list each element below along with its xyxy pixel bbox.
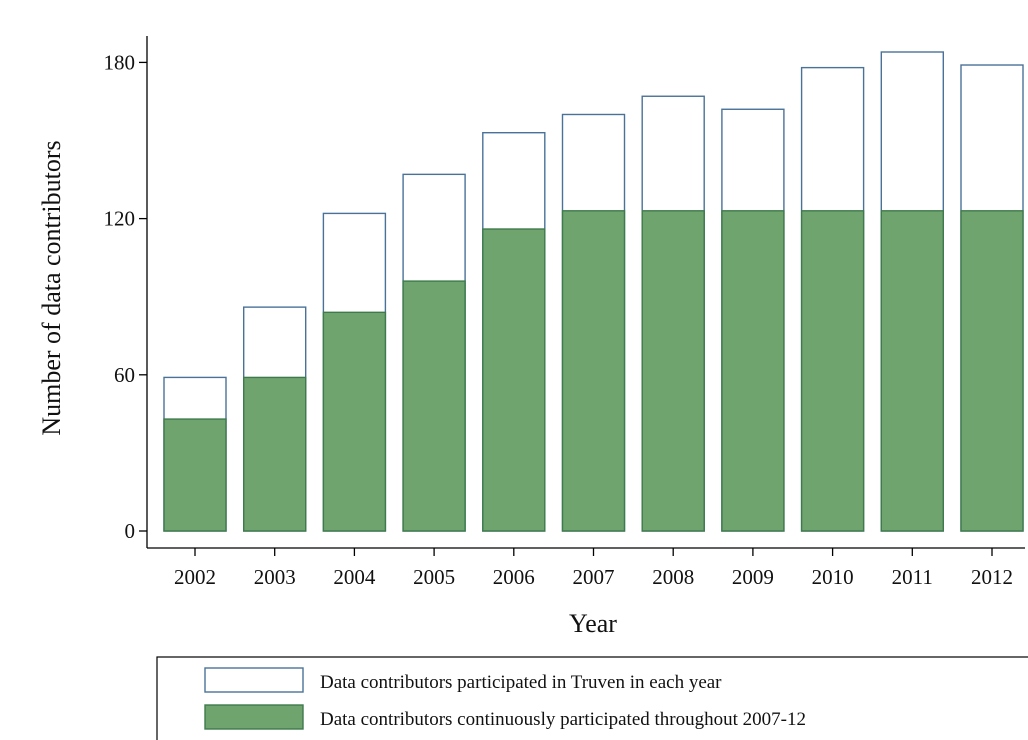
x-tick-label-2008: 2008 xyxy=(652,565,694,589)
legend-swatch-outline xyxy=(204,667,304,693)
bar-continuous-2008 xyxy=(641,210,705,532)
bar-continuous-2009 xyxy=(721,210,785,532)
legend-frame xyxy=(156,656,1028,740)
x-tick-label-2012: 2012 xyxy=(971,565,1013,589)
bar-continuous-2006 xyxy=(482,228,546,532)
x-tick-label-2007: 2007 xyxy=(573,565,615,589)
x-tick-label-2006: 2006 xyxy=(493,565,535,589)
x-tick-label-2010: 2010 xyxy=(812,565,854,589)
legend: Data contributors participated in Truven… xyxy=(156,656,1028,740)
bar-continuous-2002 xyxy=(163,418,227,532)
bar-continuous-2011 xyxy=(880,210,944,532)
y-tick-label-0: 0 xyxy=(125,519,136,543)
legend-label-continuous: Data contributors continuously participa… xyxy=(320,709,806,730)
y-tick-label-120: 120 xyxy=(104,207,136,231)
x-tick-label-2005: 2005 xyxy=(413,565,455,589)
bar-continuous-2007 xyxy=(561,210,626,532)
bar-continuous-2004 xyxy=(322,311,387,532)
x-tick-label-2003: 2003 xyxy=(254,565,296,589)
bar-continuous-2005 xyxy=(402,280,466,532)
x-tick-label-2004: 2004 xyxy=(333,565,376,589)
x-tick-label-2009: 2009 xyxy=(732,565,774,589)
y-axis-title: Number of data contributors xyxy=(37,140,66,435)
legend-swatch-filled xyxy=(204,704,304,730)
bar-continuous-2003 xyxy=(242,376,307,532)
bars-layer xyxy=(163,51,1024,532)
axes-layer: 0 60 120 180 2002 2003 2004 2005 2006 2007 2008 200… xyxy=(104,36,1025,589)
bar-continuous-2010 xyxy=(800,210,865,532)
y-tick-label-180: 180 xyxy=(104,50,136,74)
y-tick-label-60: 60 xyxy=(114,363,135,387)
x-axis-title: Year xyxy=(569,609,617,638)
bar-continuous-2012 xyxy=(960,210,1024,532)
x-tick-label-2002: 2002 xyxy=(174,565,216,589)
x-tick-label-2011: 2011 xyxy=(892,565,933,589)
legend-label-each-year: Data contributors participated in Truven… xyxy=(320,672,722,693)
